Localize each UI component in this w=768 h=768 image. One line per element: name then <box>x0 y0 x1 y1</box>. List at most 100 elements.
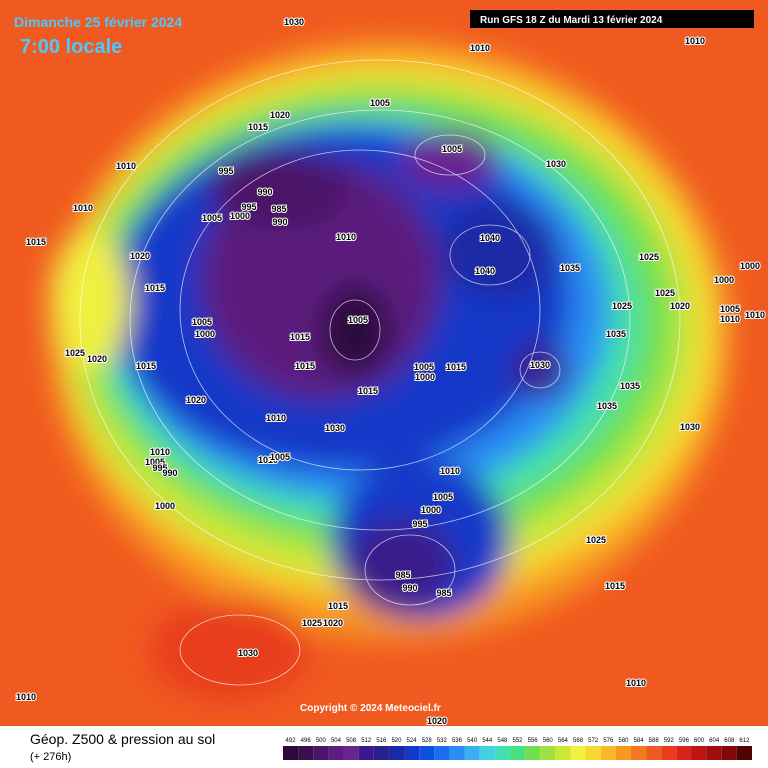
isobar-label: 1030 <box>680 422 700 432</box>
isobar-label: 1005 <box>370 98 390 108</box>
isobar-label: 995 <box>218 166 233 176</box>
isobar-label: 1015 <box>328 601 348 611</box>
legend-label: 580 <box>618 738 629 744</box>
isobar-label: 1020 <box>670 301 690 311</box>
isobar-label: 1015 <box>145 283 165 293</box>
legend-swatch <box>630 746 647 760</box>
isobar-label: 1000 <box>415 372 435 382</box>
legend-swatch <box>570 746 586 760</box>
isobar-label: 1035 <box>620 381 640 391</box>
isobar-label: 1020 <box>87 354 107 364</box>
legend-label: 512 <box>361 738 372 744</box>
legend-swatch <box>313 746 329 760</box>
legend-label: 588 <box>649 738 660 744</box>
isobar-label: 1010 <box>73 203 93 213</box>
isobar-label: 1005 <box>348 315 368 325</box>
legend-label: 600 <box>694 738 705 744</box>
legend-label: 596 <box>679 738 690 744</box>
isobar-label: 1010 <box>266 413 286 423</box>
legend-label: 540 <box>467 738 478 744</box>
isobar-label: 1030 <box>530 360 550 370</box>
isobar-label: 1040 <box>480 233 500 243</box>
isobar-label: 995 <box>241 202 256 212</box>
isobar-label: 1005 <box>442 144 462 154</box>
legend-swatch <box>555 746 571 760</box>
geopotential-field <box>50 40 730 700</box>
isobar-label: 1010 <box>150 447 170 457</box>
isobar-label: 1010 <box>16 692 36 702</box>
legend-swatch <box>509 746 526 760</box>
legend-label: 548 <box>497 738 508 744</box>
isobar-label: 985 <box>395 570 410 580</box>
legend-label: 500 <box>316 738 327 744</box>
isobar-label: 1000 <box>195 329 215 339</box>
color-legend: 492 496 500 504 508 512 516 520 524 528 532 536 540 5… <box>283 738 752 760</box>
legend-swatch <box>691 746 707 760</box>
legend-swatch <box>661 746 677 760</box>
isobar-label: 1005 <box>202 213 222 223</box>
legend-swatch <box>373 746 389 760</box>
isobar-label: 1020 <box>270 110 290 120</box>
isobar-label: 1025 <box>302 618 322 628</box>
legend-swatch <box>736 746 752 760</box>
legend-swatch <box>419 746 435 760</box>
isobar-label: 1020 <box>186 395 206 405</box>
legend-swatch <box>449 746 465 760</box>
map-date: Dimanche 25 février 2024 <box>14 14 182 30</box>
legend-swatch <box>434 746 450 760</box>
legend-swatch <box>525 746 541 760</box>
isobar-label: 1010 <box>440 466 460 476</box>
isobar-label: 1030 <box>238 648 258 658</box>
isobar-label: 1035 <box>560 263 580 273</box>
legend-label: 564 <box>558 738 569 744</box>
isobar-label: 1030 <box>546 159 566 169</box>
isobar-label: 1000 <box>230 211 250 221</box>
isobar-label: 1010 <box>470 43 490 53</box>
isobar-label: 1040 <box>475 266 495 276</box>
legend-swatch <box>706 746 722 760</box>
legend-label: 612 <box>739 738 750 744</box>
legend-label: 608 <box>724 738 735 744</box>
isobar-label: 1030 <box>325 423 345 433</box>
isobar-label: 1025 <box>65 348 85 358</box>
isobar-label: 1005 <box>720 304 740 314</box>
isobar-label: 1000 <box>155 501 175 511</box>
legend-swatch <box>721 746 737 760</box>
legend-swatch <box>358 746 374 760</box>
isobar-label: 1005 <box>145 457 165 467</box>
legend-label: 584 <box>634 738 645 744</box>
isobar-label: 985 <box>271 204 286 214</box>
isobar-label: 1010 <box>336 232 356 242</box>
legend-swatch <box>494 746 510 760</box>
legend-swatch <box>646 746 662 760</box>
map-time: 7:00 locale <box>20 36 122 58</box>
isobar-label: 1015 <box>605 581 625 591</box>
isobar-label: 995 <box>152 463 167 473</box>
isobar-label: 1005 <box>433 492 453 502</box>
legend-label: 544 <box>482 738 493 744</box>
legend-label: 504 <box>331 738 342 744</box>
legend-swatch <box>283 746 299 760</box>
isobar-label: 1010 <box>116 161 136 171</box>
copyright: Copyright © 2024 Meteociel.fr <box>300 703 441 714</box>
isobar-label: 990 <box>162 468 177 478</box>
isobar-label: 995 <box>412 519 427 529</box>
isobar-label: 1030 <box>284 17 304 27</box>
isobar-label: 1025 <box>612 301 632 311</box>
isobar-label: 1015 <box>358 386 378 396</box>
isobar-label: 990 <box>257 187 272 197</box>
legend-label: 536 <box>452 738 463 744</box>
isobar-label: 1010 <box>626 678 646 688</box>
isobar-label: 1005 <box>192 317 212 327</box>
legend-label: 604 <box>709 738 720 744</box>
legend-label: 520 <box>391 738 402 744</box>
legend-swatch <box>464 746 480 760</box>
legend-label: 532 <box>437 738 448 744</box>
legend-swatch <box>540 746 556 760</box>
legend-label: 508 <box>346 738 357 744</box>
isobar-label: 1010 <box>745 310 765 320</box>
isobar-label: 1025 <box>639 252 659 262</box>
isobar-label: 1020 <box>427 716 447 726</box>
